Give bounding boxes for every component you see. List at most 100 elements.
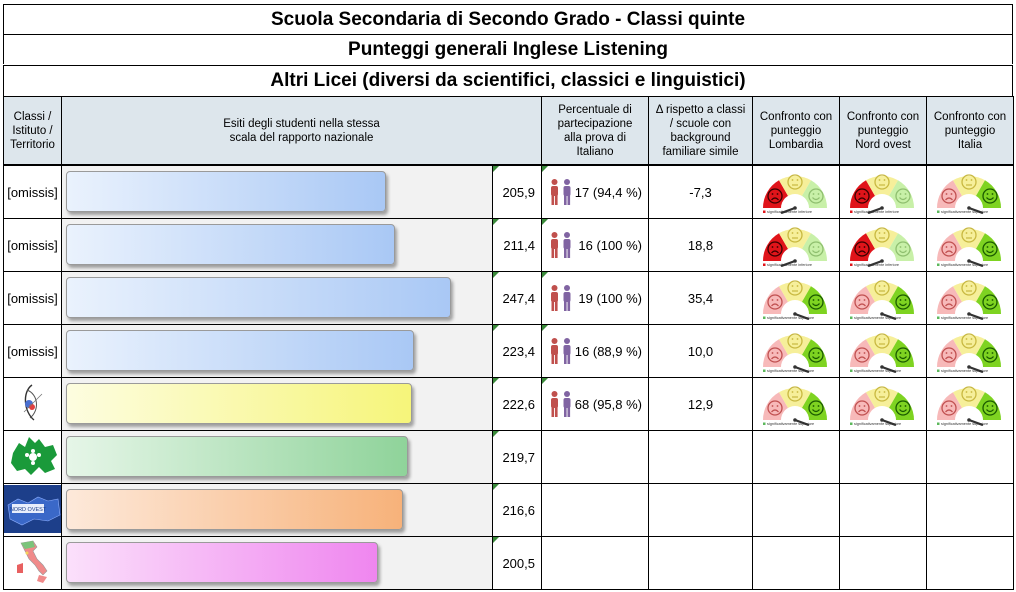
- cell-marker: [542, 325, 548, 331]
- gauge-nord-ovest-cell: [839, 430, 927, 484]
- gauge-italia-cell: [926, 536, 1014, 590]
- cell-marker: [493, 431, 499, 437]
- svg-text:significativamente superiore: significativamente superiore: [941, 369, 988, 373]
- gauge-lombardia-cell: [752, 536, 840, 590]
- cell-marker: [493, 325, 499, 331]
- italia-map-icon: [13, 539, 53, 588]
- header-lombardia: Confronto con punteggio Lombardia: [752, 96, 840, 165]
- score-bar-cell: [61, 536, 493, 590]
- gauge-nord-ovest-cell: [839, 536, 927, 590]
- gauge-italia-cell: significativamente superiore: [926, 271, 1014, 328]
- row-label-cell: [omissis]: [3, 271, 62, 325]
- comparison-gauge-icon: significativamente superiore: [842, 325, 924, 381]
- gauge-nord-ovest-cell: significativamente superiore: [839, 271, 927, 328]
- delta-cell: -7,3: [648, 165, 753, 219]
- gauge-nord-ovest-cell: significativamente superiore: [839, 324, 927, 381]
- gauge-italia-cell: significativamente superiore: [926, 377, 1014, 434]
- score-bar: [66, 277, 451, 318]
- svg-text:significativamente inferiore: significativamente inferiore: [854, 263, 899, 267]
- nord-ovest-map-icon: NORD OVEST: [3, 484, 62, 536]
- svg-text:significativamente superiore: significativamente superiore: [941, 210, 988, 214]
- score-value: 222,6: [492, 377, 542, 431]
- gauge-italia-cell: significativamente superiore: [926, 218, 1014, 275]
- people-icon: [548, 284, 574, 315]
- gauge-italia-cell: significativamente superiore: [926, 324, 1014, 381]
- gauge-lombardia-cell: [752, 483, 840, 537]
- participation-cell: 16 (88,9 %): [541, 324, 649, 378]
- delta-cell: [648, 536, 753, 590]
- participation-value: 17 (94,4 %): [574, 184, 642, 200]
- score-bar: [66, 436, 408, 477]
- gauge-lombardia-cell: significativamente superiore: [752, 377, 840, 434]
- participation-cell: 17 (94,4 %): [541, 165, 649, 219]
- gauge-italia-cell: significativamente superiore: [926, 165, 1014, 222]
- svg-text:significativamente superiore: significativamente superiore: [941, 263, 988, 267]
- score-bar: [66, 489, 403, 530]
- delta-cell: 10,0: [648, 324, 753, 378]
- header-partecipazione: Percentuale di partecipazione alla prova…: [541, 96, 649, 165]
- comparison-gauge-icon: significativamente superiore: [755, 272, 837, 328]
- people-icon: [548, 337, 574, 368]
- cell-marker: [493, 272, 499, 278]
- gauge-nord-ovest-cell: significativamente superiore: [839, 377, 927, 434]
- participation-cell: [541, 483, 649, 537]
- delta-cell: 35,4: [648, 271, 753, 325]
- row-label: [omissis]: [7, 184, 58, 200]
- score-value: 223,4: [492, 324, 542, 378]
- row-label: [omissis]: [7, 290, 58, 306]
- comparison-gauge-icon: significativamente superiore: [755, 378, 837, 434]
- score-bar-cell: [61, 165, 493, 219]
- delta-value: 35,4: [687, 290, 714, 306]
- score-value: 205,9: [492, 165, 542, 219]
- score-bar: [66, 542, 378, 583]
- participation-cell: 68 (95,8 %): [541, 377, 649, 431]
- comparison-gauge-icon: significativamente superiore: [842, 378, 924, 434]
- comparison-gauge-icon: significativamente superiore: [929, 272, 1011, 328]
- comparison-gauge-icon: significativamente inferiore: [842, 219, 924, 275]
- svg-text:significativamente superiore: significativamente superiore: [767, 422, 814, 426]
- gauge-lombardia-cell: [752, 430, 840, 484]
- title-subject: Punteggi generali Inglese Listening: [3, 34, 1013, 64]
- gauge-lombardia-cell: significativamente superiore: [752, 271, 840, 328]
- score-value: 247,4: [492, 271, 542, 325]
- gauge-lombardia-cell: significativamente inferiore: [752, 218, 840, 275]
- score-bar-cell: [61, 218, 493, 272]
- comparison-gauge-icon: significativamente inferiore: [842, 166, 924, 222]
- cell-marker: [542, 378, 548, 384]
- score-bar-cell: [61, 324, 493, 378]
- svg-text:significativamente superiore: significativamente superiore: [941, 316, 988, 320]
- svg-text:significativamente superiore: significativamente superiore: [854, 316, 901, 320]
- delta-cell: [648, 430, 753, 484]
- participation-cell: 16 (100 %): [541, 218, 649, 272]
- participation-value: 16 (88,9 %): [574, 343, 642, 359]
- participation-value: 19 (100 %): [578, 290, 642, 306]
- row-label: [omissis]: [7, 343, 58, 359]
- delta-cell: 18,8: [648, 218, 753, 272]
- cell-marker: [493, 378, 499, 384]
- gauge-italia-cell: [926, 430, 1014, 484]
- score-value: 200,5: [492, 536, 542, 590]
- delta-value: 12,9: [687, 396, 714, 412]
- header-delta: Δ rispetto a classi / scuole con backgro…: [648, 96, 753, 165]
- delta-cell: [648, 483, 753, 537]
- cell-marker: [493, 166, 499, 172]
- header-esiti: Esiti degli studenti nella stessa scala …: [61, 96, 542, 165]
- people-icon: [548, 390, 574, 421]
- score-bar-cell: [61, 271, 493, 325]
- comparison-gauge-icon: significativamente inferiore: [755, 166, 837, 222]
- cell-marker: [493, 537, 499, 543]
- row-label-cell: NORD OVEST: [3, 483, 62, 537]
- participation-value: 16 (100 %): [578, 237, 642, 253]
- comparison-gauge-icon: significativamente superiore: [842, 272, 924, 328]
- gauge-nord-ovest-cell: significativamente inferiore: [839, 218, 927, 275]
- score-bar-cell: [61, 430, 493, 484]
- cell-marker: [542, 272, 548, 278]
- lombardia-map-icon: [5, 433, 61, 482]
- cell-marker: [542, 166, 548, 172]
- comparison-gauge-icon: significativamente superiore: [755, 325, 837, 381]
- delta-value: -7,3: [689, 184, 712, 200]
- row-label-cell: [3, 377, 62, 431]
- delta-value: 18,8: [687, 237, 714, 253]
- gauge-italia-cell: [926, 483, 1014, 537]
